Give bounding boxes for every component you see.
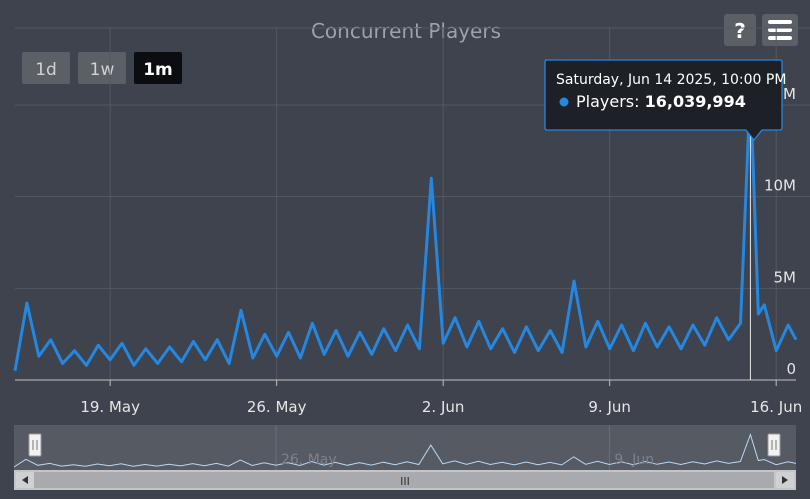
help-button[interactable]: ? xyxy=(724,14,756,46)
menu-button[interactable] xyxy=(762,14,798,46)
range-button-1w-label[interactable]: 1w xyxy=(90,60,115,80)
x-tick-label: 26. May xyxy=(247,398,307,416)
tooltip: Saturday, Jun 14 2025, 10:00 PM Players:… xyxy=(544,59,786,142)
navigator[interactable]: 26. May 9. Jun xyxy=(13,425,797,470)
scrollbar-grip-icon: III xyxy=(400,475,410,488)
range-selector: 1d 1w 1m xyxy=(22,52,182,84)
x-tick-label: 19. May xyxy=(80,398,140,416)
range-button-1d-bg[interactable] xyxy=(22,52,70,84)
series-line-players xyxy=(13,84,798,372)
arrow-left-icon xyxy=(22,476,28,484)
range-button-1m-label[interactable]: 1m xyxy=(143,60,173,80)
tooltip-series-marker xyxy=(559,97,569,107)
range-button-1m[interactable]: 1m xyxy=(134,52,182,84)
navigator-series xyxy=(13,433,797,468)
help-button-label[interactable]: ? xyxy=(734,19,746,43)
x-tick-label: 16. Jun xyxy=(750,398,802,416)
x-tick-label: 9. Jun xyxy=(588,398,631,416)
range-button-1m-bg[interactable] xyxy=(134,52,182,84)
navigator-background[interactable] xyxy=(14,425,796,470)
range-button-1w-bg[interactable] xyxy=(78,52,126,84)
tooltip-series-label: Players: xyxy=(576,92,645,111)
chart-title: Concurrent Players xyxy=(311,19,501,43)
tooltip-line: Players: 16,039,994 xyxy=(576,92,746,111)
navigator-series-line xyxy=(13,433,797,468)
tooltip-header: Saturday, Jun 14 2025, 10:00 PM xyxy=(556,72,786,88)
navigator-label: 9. Jun xyxy=(614,452,654,468)
tooltip-box xyxy=(544,59,783,142)
help-button-bg[interactable] xyxy=(724,14,756,46)
hamburger-menu-icon xyxy=(768,20,792,40)
navigator-handle-right[interactable] xyxy=(767,433,781,457)
range-button-1d[interactable]: 1d xyxy=(22,52,70,84)
y-tick-label: 10M xyxy=(764,177,796,195)
navigator-handle-left[interactable] xyxy=(28,433,42,457)
tooltip-value: 16,039,994 xyxy=(645,92,746,111)
scrollbar[interactable]: III xyxy=(14,470,796,490)
navigator-grid xyxy=(275,425,610,470)
range-button-1w[interactable]: 1w xyxy=(78,52,126,84)
y-tick-label: 0 xyxy=(786,360,796,378)
range-button-1d-label[interactable]: 1d xyxy=(35,60,57,80)
x-tick-label: 2. Jun xyxy=(422,398,465,416)
x-axis: 19. May 26. May 2. Jun 9. Jun 16. Jun xyxy=(15,379,802,416)
scrollbar-thumb[interactable] xyxy=(34,472,774,488)
navigator-label: 26. May xyxy=(281,452,337,468)
y-tick-label: 5M xyxy=(774,268,797,286)
navigator-labels: 26. May 9. Jun xyxy=(281,452,654,468)
arrow-right-icon xyxy=(782,476,788,484)
